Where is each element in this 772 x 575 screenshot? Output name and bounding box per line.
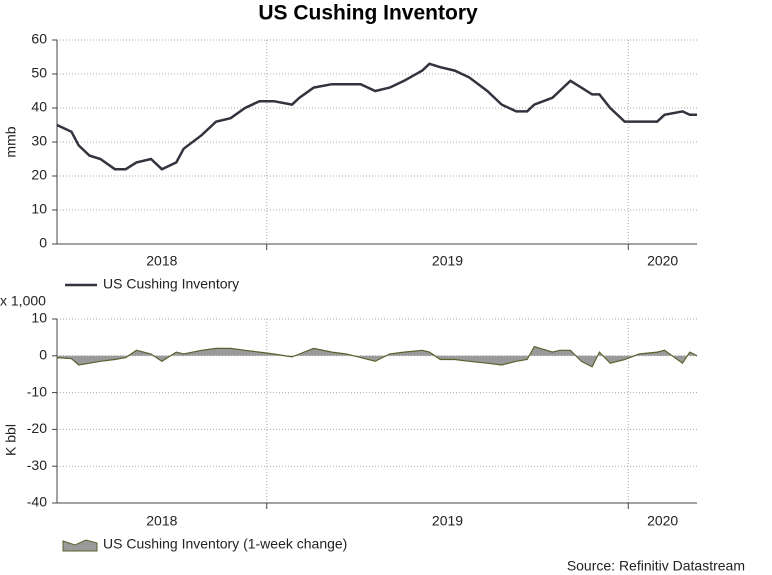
y-tick-label: 10 — [31, 310, 47, 326]
x-tick-label: 2020 — [647, 513, 678, 529]
y-tick-label: 10 — [31, 201, 47, 217]
series-line — [56, 62, 697, 171]
x-tick-label: 2019 — [432, 513, 463, 529]
series-area — [57, 346, 697, 367]
legend-swatch — [62, 539, 98, 552]
x-tick-label: 2019 — [432, 253, 463, 269]
y-tick-label: -40 — [27, 494, 47, 510]
y-tick-label: 50 — [31, 65, 47, 81]
legend-label: US Cushing Inventory — [103, 276, 239, 292]
y-axis-label: K bbl — [3, 424, 19, 456]
y-tick-label: -30 — [27, 457, 47, 473]
y-tick-label: -20 — [27, 420, 47, 436]
chart-title: US Cushing Inventory — [258, 2, 478, 25]
y-axis-label: mmb — [3, 126, 19, 157]
y-tick-label: 40 — [31, 99, 47, 115]
source: Source: Refinitiv Datastream — [567, 558, 745, 574]
legend-label: US Cushing Inventory (1-week change) — [103, 536, 347, 552]
x-tick-label: 2020 — [647, 253, 678, 269]
y-tick-label: 0 — [39, 347, 47, 363]
y-tick-label: 60 — [31, 31, 47, 47]
y-tick-label: 0 — [39, 235, 47, 251]
series-line — [56, 345, 698, 368]
y-tick-label: 30 — [31, 133, 47, 149]
y-tick-label: -10 — [27, 383, 47, 399]
x-tick-label: 2018 — [146, 253, 177, 269]
x-tick-label: 2018 — [146, 513, 177, 529]
y-tick-label: 20 — [31, 167, 47, 183]
y-unit: x 1,000 — [0, 293, 46, 309]
